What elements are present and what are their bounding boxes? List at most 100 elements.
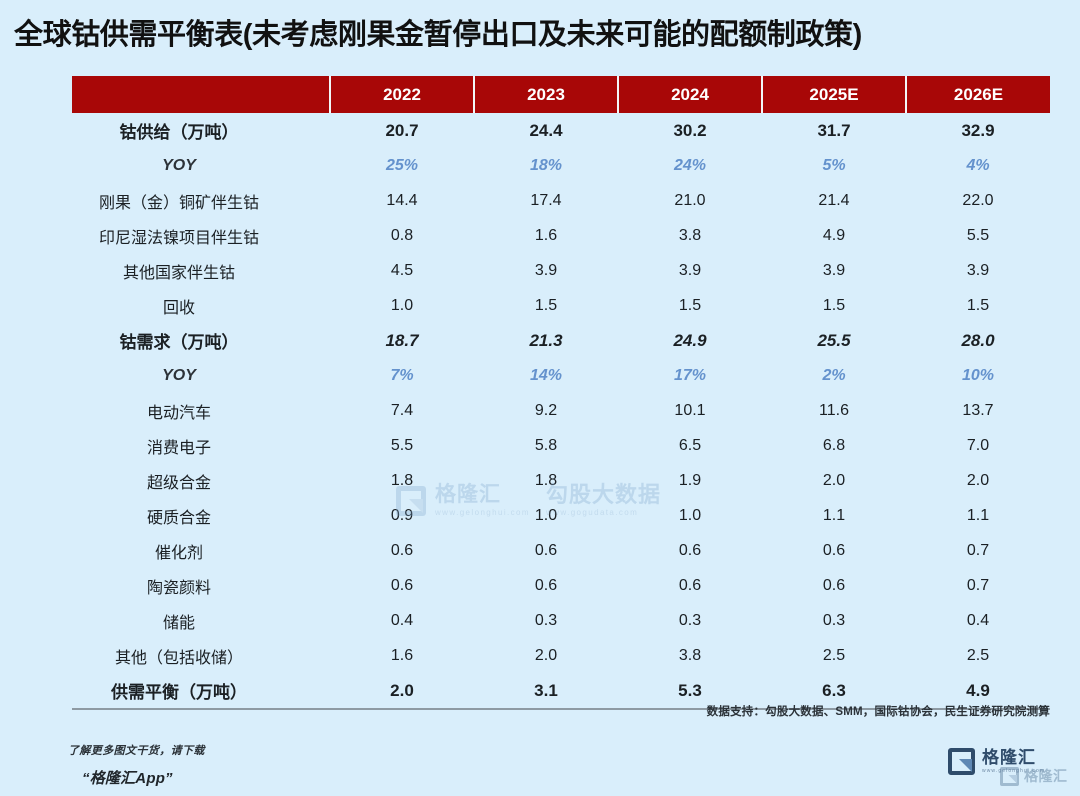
cell-value: 5% bbox=[822, 156, 846, 174]
cell-value: 1.6 bbox=[534, 226, 558, 244]
cell-value: 1.5 bbox=[822, 296, 846, 314]
cell-value: 1.6 bbox=[390, 646, 414, 664]
cell-value: 9.2 bbox=[534, 401, 558, 419]
row-label: 供需平衡（万吨） bbox=[72, 673, 330, 710]
cell-value: 2.0 bbox=[966, 471, 990, 489]
cell-value: 0.6 bbox=[822, 541, 846, 559]
cell-value: 32.9 bbox=[961, 120, 995, 140]
cell-value: 5.5 bbox=[390, 436, 414, 454]
table-row: 催化剂 0.6 0.6 0.6 0.6 0.7 bbox=[72, 533, 1050, 568]
gelonghui-logo-icon bbox=[948, 748, 975, 775]
column-header-2023: 2023 bbox=[474, 76, 619, 113]
table-row: 超级合金 1.8 1.8 1.9 2.0 2.0 bbox=[72, 463, 1050, 498]
table-row: 钴需求（万吨） 18.7 21.3 24.9 25.5 28.0 bbox=[72, 323, 1050, 358]
cell-value: 24.9 bbox=[673, 330, 707, 350]
column-header-2024: 2024 bbox=[618, 76, 763, 113]
table-row: 印尼湿法镍项目伴生钴 0.8 1.6 3.8 4.9 5.5 bbox=[72, 218, 1050, 253]
cell-value: 4.9 bbox=[822, 226, 846, 244]
row-label: 印尼湿法镍项目伴生钴 bbox=[98, 229, 259, 247]
table-row: 其他（包括收储） 1.6 2.0 3.8 2.5 2.5 bbox=[72, 638, 1050, 673]
row-label: 电动汽车 bbox=[146, 404, 211, 422]
cell-value: 0.4 bbox=[390, 611, 414, 629]
row-label: 钴供给（万吨） bbox=[119, 123, 239, 142]
cell-value: 5.3 bbox=[618, 673, 762, 710]
row-label: 催化剂 bbox=[154, 544, 203, 562]
cell-value: 5.5 bbox=[966, 226, 990, 244]
table-row: 回收 1.0 1.5 1.5 1.5 1.5 bbox=[72, 288, 1050, 323]
cell-value: 21.3 bbox=[529, 330, 563, 350]
cell-value: 0.6 bbox=[678, 576, 702, 594]
cell-value: 0.6 bbox=[822, 576, 846, 594]
row-label: 刚果（金）铜矿伴生钴 bbox=[98, 194, 259, 212]
cell-value: 0.7 bbox=[966, 541, 990, 559]
cell-value: 1.0 bbox=[390, 296, 414, 314]
cell-value: 24% bbox=[673, 156, 707, 174]
cell-value: 0.9 bbox=[390, 506, 414, 524]
cell-value: 7% bbox=[390, 366, 414, 384]
footer-promo-line: 了解更多图文干货，请下载 bbox=[68, 745, 205, 757]
cell-value: 18% bbox=[529, 156, 563, 174]
cell-value: 0.6 bbox=[534, 541, 558, 559]
cell-value: 3.9 bbox=[678, 261, 702, 279]
cell-value: 6.3 bbox=[762, 673, 906, 710]
cell-value: 20.7 bbox=[385, 120, 419, 140]
table-row: 储能 0.4 0.3 0.3 0.3 0.4 bbox=[72, 603, 1050, 638]
cell-value: 2% bbox=[822, 366, 846, 384]
cell-value: 3.9 bbox=[966, 261, 990, 279]
cell-value: 7.4 bbox=[390, 401, 414, 419]
cell-value: 28.0 bbox=[961, 330, 995, 350]
footer-app-name: “格隆汇App” bbox=[82, 770, 173, 787]
cell-value: 0.6 bbox=[534, 576, 558, 594]
cell-value: 3.1 bbox=[474, 673, 618, 710]
cell-value: 17.4 bbox=[530, 191, 562, 209]
cell-value: 6.8 bbox=[822, 436, 846, 454]
row-label: 其他国家伴生钴 bbox=[122, 264, 235, 282]
cell-value: 1.0 bbox=[678, 506, 702, 524]
cell-value: 2.0 bbox=[534, 646, 558, 664]
column-header-2025e: 2025E bbox=[762, 76, 907, 113]
cell-value: 1.8 bbox=[390, 471, 414, 489]
brand-logo: 格隆汇 www.gelonghui.com bbox=[948, 748, 1045, 775]
column-header-label bbox=[72, 76, 331, 113]
row-label: 消费电子 bbox=[146, 439, 211, 457]
footer-promo: 了解更多图文干货，请下载 “格隆汇App” bbox=[68, 742, 205, 788]
cell-value: 31.7 bbox=[817, 120, 851, 140]
cell-value: 0.6 bbox=[390, 576, 414, 594]
cell-value: 18.7 bbox=[385, 330, 419, 350]
cell-value: 0.6 bbox=[390, 541, 414, 559]
cell-value: 22.0 bbox=[962, 191, 994, 209]
page-title: 全球钴供需平衡表(未考虑刚果金暂停出口及未来可能的配额制政策) bbox=[14, 19, 862, 51]
cell-value: 0.4 bbox=[966, 611, 990, 629]
cell-value: 0.8 bbox=[390, 226, 414, 244]
cell-value: 1.9 bbox=[678, 471, 702, 489]
column-header-2022: 2022 bbox=[330, 76, 475, 113]
cell-value: 1.5 bbox=[966, 296, 990, 314]
table-row: 供需平衡（万吨） 2.0 3.1 5.3 6.3 4.9 bbox=[72, 673, 1050, 710]
row-label: 超级合金 bbox=[146, 474, 211, 492]
cell-value: 1.5 bbox=[678, 296, 702, 314]
table-header-row: 2022 2023 2024 2025E 2026E bbox=[72, 76, 1050, 113]
cobalt-supply-demand-table: 2022 2023 2024 2025E 2026E 钴供给（万吨） 20.7 24… bbox=[72, 76, 1050, 710]
cell-value: 25% bbox=[385, 156, 419, 174]
source-note: 数据支持：勾股大数据、SMM，国际钴协会，民生证券研究院测算 bbox=[706, 706, 1050, 718]
table-row: 钴供给（万吨） 20.7 24.4 30.2 31.7 32.9 bbox=[72, 113, 1050, 148]
cell-value: 3.8 bbox=[678, 226, 702, 244]
table-body: 钴供给（万吨） 20.7 24.4 30.2 31.7 32.9 YOY 25% 18% 24% 5… bbox=[72, 113, 1050, 710]
cell-value: 5.8 bbox=[534, 436, 558, 454]
row-label: 储能 bbox=[162, 614, 195, 632]
cell-value: 1.5 bbox=[534, 296, 558, 314]
corner-watermark: 格隆汇 bbox=[1000, 766, 1068, 786]
cell-value: 30.2 bbox=[673, 120, 707, 140]
cell-value: 6.5 bbox=[678, 436, 702, 454]
cell-value: 24.4 bbox=[529, 120, 563, 140]
row-label: 陶瓷颜料 bbox=[146, 579, 211, 597]
corner-watermark-label: 格隆汇 bbox=[1024, 768, 1068, 784]
cell-value: 4.5 bbox=[390, 261, 414, 279]
cell-value: 3.8 bbox=[678, 646, 702, 664]
cell-value: 21.4 bbox=[818, 191, 850, 209]
corner-watermark-logo-icon bbox=[1000, 766, 1019, 786]
balance-table-container: 2022 2023 2024 2025E 2026E 钴供给（万吨） 20.7 24… bbox=[72, 76, 1050, 710]
cell-value: 10.1 bbox=[674, 401, 706, 419]
table-row: YOY 7% 14% 17% 2% 10% bbox=[72, 358, 1050, 393]
cell-value: 1.8 bbox=[534, 471, 558, 489]
